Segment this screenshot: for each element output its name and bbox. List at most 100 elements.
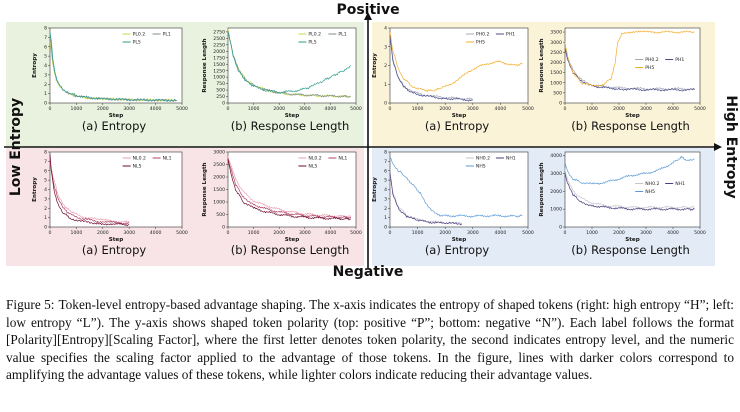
legend-label: PL5 [308,40,316,46]
x-tick-label: 4000 [325,230,337,236]
x-axis-label: Step [285,237,300,243]
y-tick-label: 4 [384,187,387,193]
plot-area [389,27,529,104]
chart-NH-length: 0 1000 2000 3000 4000 5000 0 1000 2000 3000 4000 St… [539,151,706,257]
legend-label: NL5 [308,164,317,170]
series-line-NH5 [389,156,523,218]
x-axis-label: Step [625,237,640,243]
plot-area [49,151,183,228]
chart-PL-entropy: 0 1000 2000 3000 4000 5000 0 1 2 3 4 5 6 7 8 Step Entrop… [32,26,188,133]
series-line-PH1 [389,35,473,102]
x-tick-label: 5000 [350,230,362,236]
panel-caption: (b) Response Length [231,243,349,257]
x-tick-label: 2000 [439,106,451,112]
y-tick-label: 1500 [213,187,225,193]
legend-label: PL1 [163,32,171,38]
legend-label: PL5 [133,40,141,46]
legend-label: NH5 [645,189,655,195]
label-high-entropy: High Entropy [723,95,739,198]
legend-label: PL1 [338,32,346,38]
y-axis-label: Response Length [539,38,545,92]
x-tick-label: 4000 [495,230,507,236]
legend-label: NL0.2 [308,156,321,162]
series-line-NL0.2 [227,156,352,218]
plot-area [49,27,183,104]
x-tick-label: 1000 [412,230,424,236]
legend-label: NL1 [338,156,347,162]
x-tick-label: 2000 [613,230,625,236]
y-tick-label: 0 [384,101,387,107]
y-tick-label: 6 [384,168,387,174]
y-tick-label: 1000 [213,75,225,81]
x-axis-label: Step [109,237,124,243]
legend-label: PH5 [476,40,485,46]
y-tick-label: 3 [384,44,387,50]
x-tick-label: 1000 [586,230,598,236]
x-tick-label: 2000 [439,230,451,236]
y-tick-label: 750 [216,81,225,87]
label-positive: Positive [336,2,399,18]
x-tick-label: 0 [564,230,567,236]
legend-label: NL0.2 [133,156,146,162]
y-tick-label: 4 [44,63,47,69]
y-axis-label: Entropy [32,53,38,78]
x-tick-label: 3000 [299,106,311,112]
y-tick-label: 1 [384,82,387,88]
x-axis-label: Step [625,113,640,119]
x-tick-label: 1000 [412,106,424,112]
series-line-NH5 [564,155,695,185]
y-axis-label: Entropy [372,177,378,202]
panel-caption: (a) Entropy [82,119,147,133]
x-tick-label: 3000 [299,230,311,236]
y-tick-label: 1500 [213,62,225,68]
y-tick-label: 7 [44,35,47,41]
figure-caption: Figure 5: Token-level entropy-based advan… [6,296,734,384]
x-axis-label: Step [452,237,467,243]
plot-area [389,151,529,228]
series-line-PL5 [49,32,177,102]
y-tick-label: 0 [44,101,47,107]
y-tick-label: 2500 [213,162,225,168]
y-tick-label: 2000 [213,49,225,55]
legend-label: PH0.2 [645,57,659,63]
x-axis-label: Step [109,113,124,119]
series-line-PH5 [389,32,523,92]
y-tick-label: 3 [384,196,387,202]
legend-label: PH1 [675,57,684,63]
x-tick-label: 2000 [273,230,285,236]
panel-caption: (a) Entropy [82,243,147,257]
series-line-NL5 [49,154,130,227]
plot-area [564,151,701,228]
y-axis-label: Response Length [539,162,545,216]
x-tick-label: 3000 [467,106,479,112]
series-line-NL1 [227,158,352,219]
y-tick-label: 1000 [550,80,562,86]
x-tick-label: 5000 [350,106,362,112]
x-tick-label: 4000 [150,230,162,236]
y-tick-label: 1000 [213,200,225,206]
x-tick-label: 1000 [248,230,260,236]
y-tick-label: 1750 [213,55,225,61]
y-tick-label: 6 [44,44,47,50]
series-line-NH0.2 [564,168,695,210]
caption-label: Figure 5: [6,297,55,312]
x-tick-label: 5000 [176,230,188,236]
horizontal-arrow-head [714,143,722,151]
y-tick-label: 2 [44,82,47,88]
y-tick-label: 500 [216,88,225,94]
series-line-NH1 [564,173,695,211]
series-line-NH1 [389,172,463,226]
y-tick-label: 500 [216,212,225,218]
y-tick-label: 0 [384,225,387,231]
series-line-PH5 [564,30,695,87]
y-tick-label: 1 [44,215,47,221]
series-line-NL1 [49,159,130,225]
x-tick-label: 4000 [667,230,679,236]
y-tick-label: 6 [44,168,47,174]
y-tick-label: 2250 [213,42,225,48]
y-tick-label: 5 [44,54,47,60]
vertical-arrow-head [364,12,372,20]
series-line-PL1 [49,36,177,102]
x-tick-label: 3000 [640,106,652,112]
y-tick-label: 1000 [550,207,562,213]
